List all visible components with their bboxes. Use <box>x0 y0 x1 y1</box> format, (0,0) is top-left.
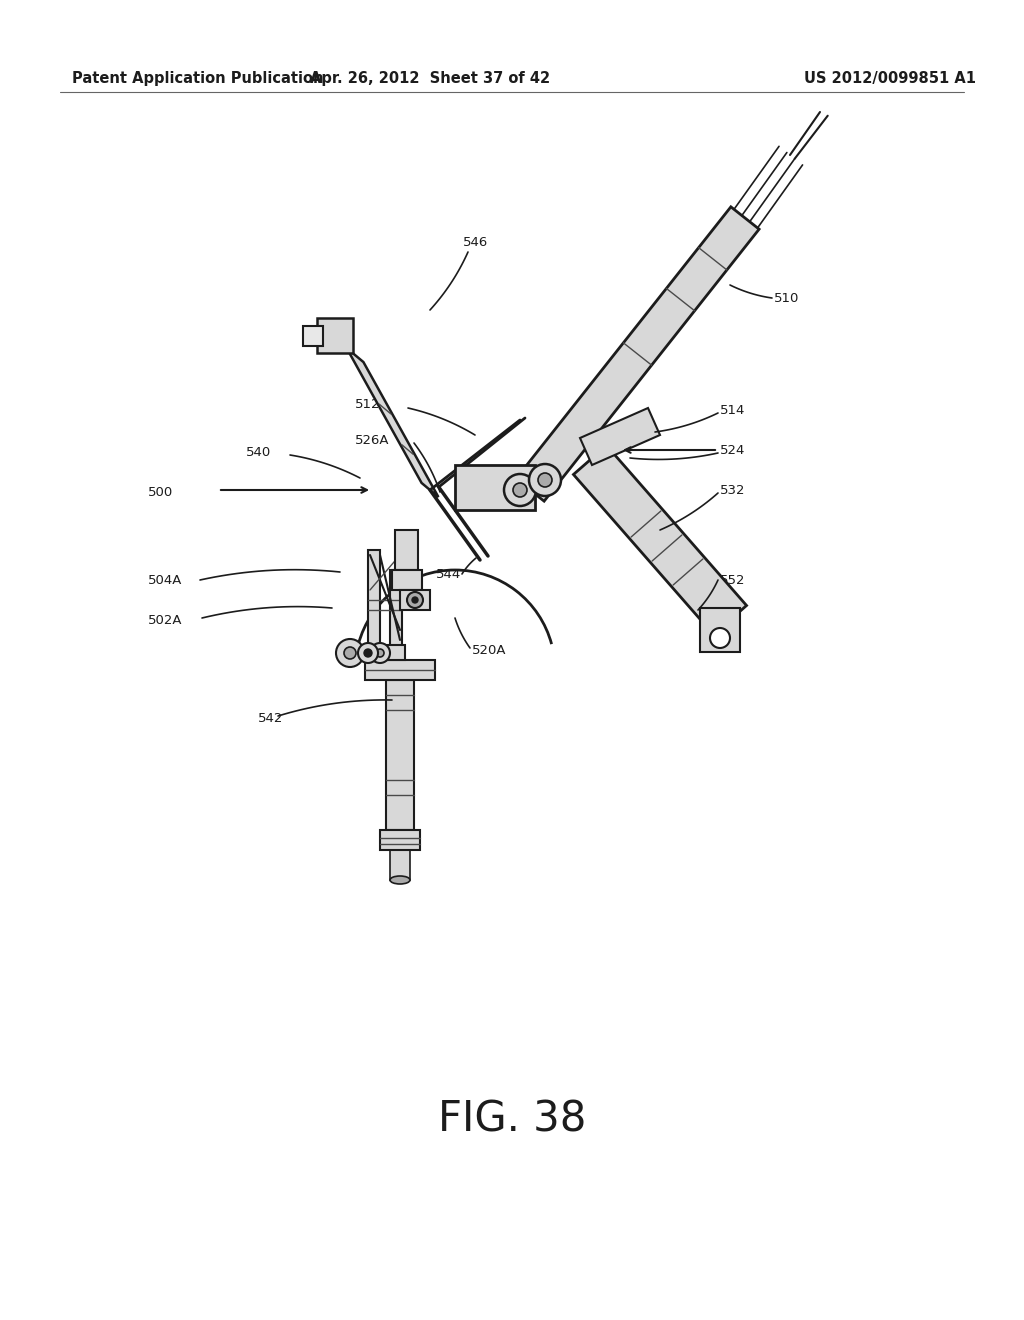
Polygon shape <box>317 318 353 352</box>
Circle shape <box>370 643 390 663</box>
Text: 512A: 512A <box>355 399 389 412</box>
Text: 500: 500 <box>148 486 173 499</box>
Text: 520A: 520A <box>472 644 507 656</box>
Ellipse shape <box>390 876 410 884</box>
Polygon shape <box>365 660 435 680</box>
Polygon shape <box>346 348 438 498</box>
Polygon shape <box>390 850 410 880</box>
Circle shape <box>513 483 527 498</box>
Polygon shape <box>303 326 323 346</box>
Circle shape <box>336 639 364 667</box>
Polygon shape <box>395 531 418 570</box>
Text: FIG. 38: FIG. 38 <box>438 1100 586 1140</box>
Polygon shape <box>700 609 740 652</box>
Polygon shape <box>573 446 746 635</box>
Polygon shape <box>386 680 414 830</box>
Circle shape <box>376 649 384 657</box>
Polygon shape <box>380 830 420 850</box>
Polygon shape <box>390 570 402 655</box>
Text: 504A: 504A <box>148 573 182 586</box>
Polygon shape <box>516 207 759 502</box>
Circle shape <box>407 591 423 609</box>
Text: 524: 524 <box>720 444 745 457</box>
Circle shape <box>344 647 356 659</box>
Polygon shape <box>392 570 422 590</box>
Circle shape <box>358 643 378 663</box>
Polygon shape <box>580 408 660 465</box>
Polygon shape <box>455 465 535 510</box>
Circle shape <box>538 473 552 487</box>
Polygon shape <box>400 590 430 610</box>
Text: Patent Application Publication: Patent Application Publication <box>72 70 324 86</box>
Text: 514: 514 <box>720 404 745 417</box>
Polygon shape <box>368 550 380 655</box>
Text: Apr. 26, 2012  Sheet 37 of 42: Apr. 26, 2012 Sheet 37 of 42 <box>310 70 550 86</box>
Circle shape <box>504 474 536 506</box>
Text: 502A: 502A <box>148 614 182 627</box>
Text: 552: 552 <box>720 573 745 586</box>
Text: 510: 510 <box>774 292 800 305</box>
Text: US 2012/0099851 A1: US 2012/0099851 A1 <box>804 70 976 86</box>
Polygon shape <box>345 645 406 660</box>
Text: 526A: 526A <box>355 433 389 446</box>
Circle shape <box>364 649 372 657</box>
Text: 540: 540 <box>246 446 271 458</box>
Text: 532: 532 <box>720 483 745 496</box>
Text: 544: 544 <box>436 568 461 581</box>
Circle shape <box>529 465 561 496</box>
Circle shape <box>412 597 418 603</box>
Text: 542: 542 <box>258 711 284 725</box>
Circle shape <box>710 628 730 648</box>
Text: 546: 546 <box>463 235 488 248</box>
